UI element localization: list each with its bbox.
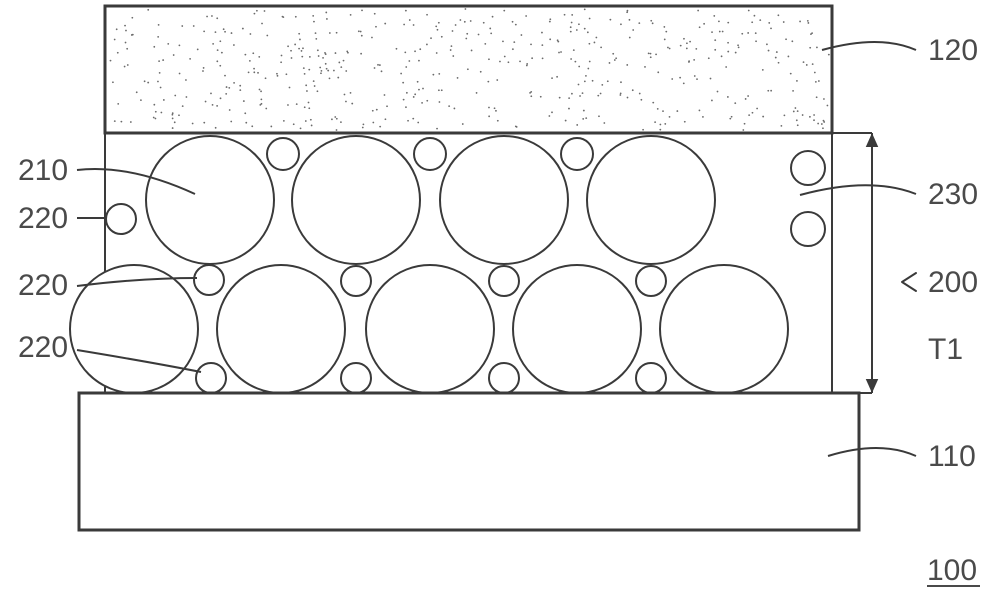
particle-small <box>414 138 446 170</box>
callout-text: 220 <box>18 202 68 235</box>
particle-small <box>196 363 226 393</box>
particle-large <box>366 265 494 393</box>
particle-small <box>561 138 593 170</box>
particle-small <box>106 204 136 234</box>
particle-large <box>217 265 345 393</box>
callout-text: 110 <box>928 440 976 473</box>
particle-large <box>440 136 568 264</box>
particle-large <box>660 265 788 393</box>
callout-text: 220 <box>18 331 68 364</box>
particle-small <box>636 266 666 296</box>
particle-small <box>489 266 519 296</box>
particle-small <box>791 151 825 185</box>
particle-small <box>636 363 666 393</box>
dimension-label: T1 <box>928 333 963 366</box>
particle-large <box>513 265 641 393</box>
particle-small <box>341 363 371 393</box>
figure-number: 100 <box>927 554 977 587</box>
callout-text: 230 <box>928 178 978 211</box>
callout-text: 210 <box>18 154 68 187</box>
callout-text: 220 <box>18 269 68 302</box>
callout-text: 120 <box>928 34 978 67</box>
particle-large <box>292 136 420 264</box>
particle-small <box>791 212 825 246</box>
bottom-layer-box <box>79 393 859 530</box>
particle-large <box>587 136 715 264</box>
callout-text: 200 <box>928 266 978 299</box>
diagram-root: T1 120 210 220 220 220 230 200 110 100 <box>0 0 1000 607</box>
particle-small <box>267 138 299 170</box>
particle-small <box>489 363 519 393</box>
particle-large <box>146 136 274 264</box>
particle-small <box>194 265 224 295</box>
particle-small <box>341 266 371 296</box>
